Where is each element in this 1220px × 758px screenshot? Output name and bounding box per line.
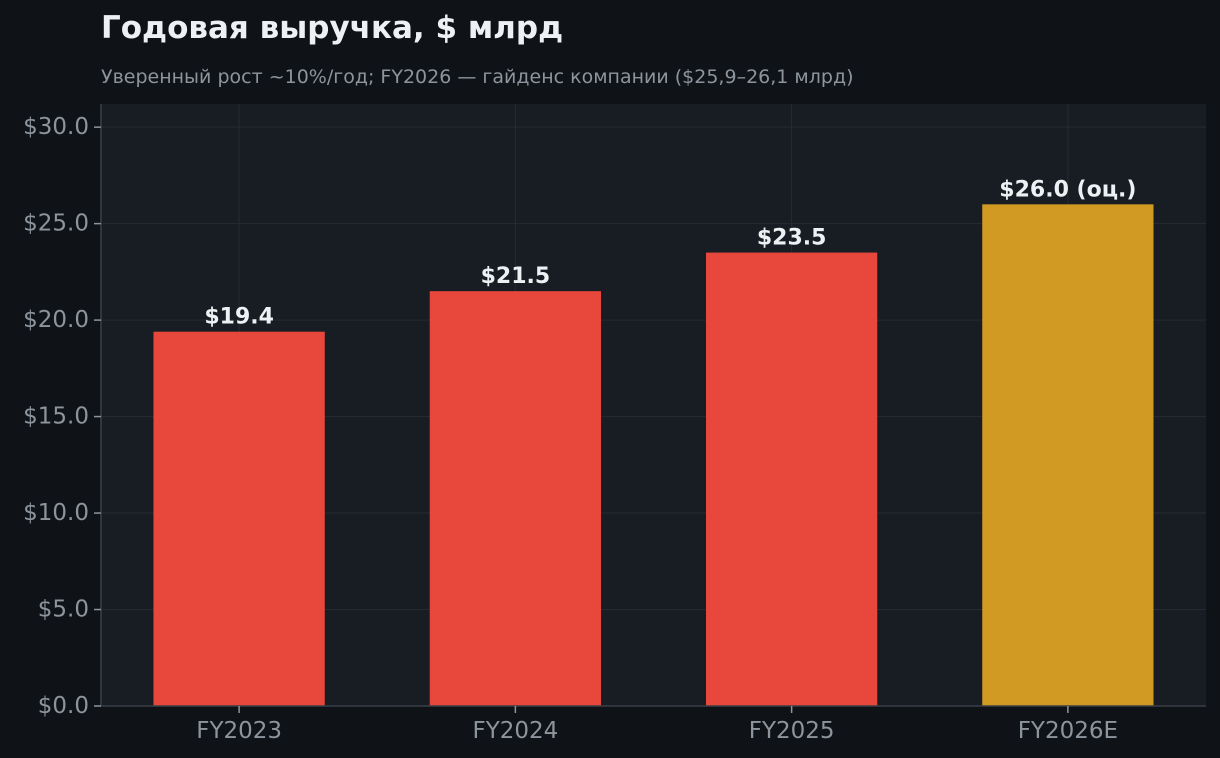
x-tick-label: FY2024 <box>472 718 558 744</box>
bar-fy2026e <box>982 204 1154 707</box>
y-tick-label: $25.0 <box>23 211 89 237</box>
y-tick-label: $10.0 <box>23 500 89 526</box>
chart-title: Годовая выручка, $ млрд <box>101 10 564 46</box>
bar-fy2024 <box>429 291 602 706</box>
bar-fy2023 <box>153 331 325 706</box>
y-tick-label: $0.0 <box>38 693 89 719</box>
bar-value-label: $23.5 <box>757 226 827 251</box>
y-tick-label: $15.0 <box>23 404 89 430</box>
y-tick-label: $30.0 <box>23 114 89 140</box>
chart-subtitle: Уверенный рост ~10%/год; FY2026 — гайден… <box>101 66 854 88</box>
x-tick-label: FY2025 <box>749 718 835 744</box>
bar-fy2025 <box>705 252 878 707</box>
bar-value-label: $26.0 (оц.) <box>999 177 1136 202</box>
bar-value-label: $21.5 <box>481 264 551 289</box>
bar-value-label: $19.4 <box>204 305 274 330</box>
y-tick-label: $20.0 <box>23 307 89 333</box>
y-tick-label: $5.0 <box>38 597 89 623</box>
x-tick-label: FY2023 <box>196 718 282 744</box>
x-tick-label: FY2026E <box>1018 718 1118 744</box>
